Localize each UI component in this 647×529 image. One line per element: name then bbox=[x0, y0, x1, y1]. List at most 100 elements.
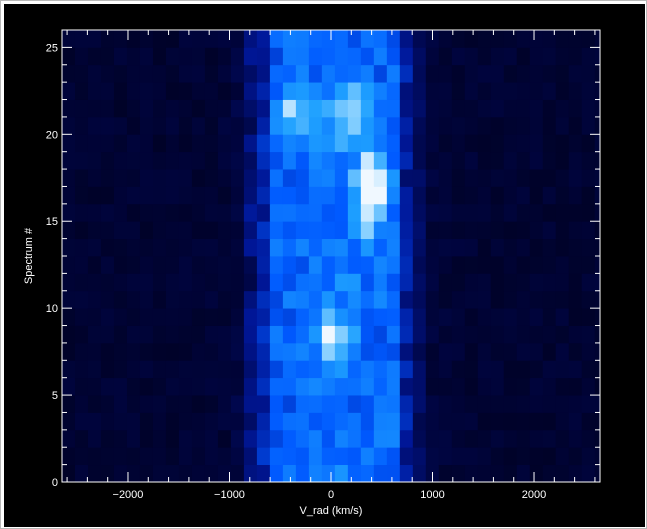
heatmap-cell bbox=[581, 447, 596, 466]
heatmap-cell bbox=[191, 221, 206, 240]
heatmap-cell bbox=[74, 308, 89, 326]
heatmap-cell bbox=[412, 99, 427, 118]
heatmap-cell bbox=[555, 377, 570, 396]
heatmap-cell bbox=[503, 464, 518, 483]
heatmap-cell bbox=[243, 412, 258, 431]
heatmap-cell bbox=[62, 308, 76, 326]
heatmap-cell bbox=[230, 429, 245, 448]
heatmap-cell bbox=[516, 221, 531, 240]
heatmap-cell bbox=[269, 308, 284, 326]
heatmap-cell bbox=[451, 203, 466, 222]
heatmap-cell bbox=[100, 169, 115, 187]
heatmap-cell bbox=[542, 221, 557, 240]
heatmap-cell bbox=[165, 116, 180, 135]
heatmap-cell bbox=[477, 290, 492, 309]
heatmap-cell bbox=[62, 256, 76, 274]
heatmap-cell bbox=[529, 395, 544, 413]
heatmap-cell bbox=[178, 308, 193, 326]
heatmap-cell bbox=[165, 360, 180, 379]
heatmap-cell bbox=[594, 429, 601, 448]
y-tick-label: 25 bbox=[46, 42, 58, 54]
x-tick-label: 2000 bbox=[522, 489, 546, 501]
heatmap-cell bbox=[425, 221, 440, 240]
heatmap-cell bbox=[568, 99, 583, 118]
heatmap-cell bbox=[555, 186, 570, 205]
heatmap-cell bbox=[542, 238, 557, 257]
heatmap-cell bbox=[347, 82, 362, 100]
heatmap-cell bbox=[243, 30, 258, 48]
heatmap-cell bbox=[477, 308, 492, 326]
heatmap-cell bbox=[62, 273, 76, 292]
heatmap-cell bbox=[360, 360, 375, 379]
heatmap-cell bbox=[321, 116, 336, 135]
heatmap-cell bbox=[373, 256, 388, 274]
heatmap-cell bbox=[529, 377, 544, 396]
heatmap-cell bbox=[451, 116, 466, 135]
heatmap-cell bbox=[230, 82, 245, 100]
heatmap-cell bbox=[152, 64, 167, 83]
heatmap-cell bbox=[269, 169, 284, 187]
heatmap-cell bbox=[451, 273, 466, 292]
heatmap-cell bbox=[334, 377, 349, 396]
heatmap-cell bbox=[87, 30, 102, 48]
heatmap-cell bbox=[295, 342, 310, 361]
heatmap-cell bbox=[217, 169, 232, 187]
heatmap-cell bbox=[568, 395, 583, 413]
heatmap-cell bbox=[74, 169, 89, 187]
heatmap-cell bbox=[62, 82, 76, 100]
heatmap-cell bbox=[152, 290, 167, 309]
heatmap-cell bbox=[191, 203, 206, 222]
heatmap-cell bbox=[386, 308, 401, 326]
heatmap-cell bbox=[308, 342, 323, 361]
heatmap-cell bbox=[555, 464, 570, 483]
heatmap-cell bbox=[503, 308, 518, 326]
heatmap-cell bbox=[152, 134, 167, 153]
heatmap-cell bbox=[100, 151, 115, 170]
heatmap-cell bbox=[451, 290, 466, 309]
heatmap-cell bbox=[87, 221, 102, 240]
heatmap-cell bbox=[74, 395, 89, 413]
heatmap-cell bbox=[334, 203, 349, 222]
heatmap-cell bbox=[529, 151, 544, 170]
heatmap-cell bbox=[516, 169, 531, 187]
heatmap-cell bbox=[334, 256, 349, 274]
heatmap-cell bbox=[308, 308, 323, 326]
heatmap-cell bbox=[568, 186, 583, 205]
heatmap-cell bbox=[256, 325, 271, 344]
heatmap-cell bbox=[386, 273, 401, 292]
heatmap-cell bbox=[581, 186, 596, 205]
heatmap-cell bbox=[256, 429, 271, 448]
heatmap-cell bbox=[126, 238, 141, 257]
heatmap-cell bbox=[334, 290, 349, 309]
heatmap-cell bbox=[100, 308, 115, 326]
heatmap-cell bbox=[529, 221, 544, 240]
heatmap-cell bbox=[282, 203, 297, 222]
heatmap-cell bbox=[568, 342, 583, 361]
heatmap-cell bbox=[100, 447, 115, 466]
heatmap-cell bbox=[490, 99, 505, 118]
heatmap-cell bbox=[165, 203, 180, 222]
heatmap-cell bbox=[490, 256, 505, 274]
heatmap-cell bbox=[178, 30, 193, 48]
heatmap-cell bbox=[165, 99, 180, 118]
heatmap-cell bbox=[87, 82, 102, 100]
heatmap-cell bbox=[594, 82, 601, 100]
heatmap-cell bbox=[529, 30, 544, 48]
heatmap-cell bbox=[438, 169, 453, 187]
heatmap-cell bbox=[568, 429, 583, 448]
heatmap-cell bbox=[412, 325, 427, 344]
heatmap-cell bbox=[87, 64, 102, 83]
heatmap-cell bbox=[126, 116, 141, 135]
heatmap-cell bbox=[139, 342, 154, 361]
heatmap-cell bbox=[87, 238, 102, 257]
heatmap-cell bbox=[204, 134, 219, 153]
heatmap-cell bbox=[581, 116, 596, 135]
heatmap-cell bbox=[321, 151, 336, 170]
heatmap-cell bbox=[243, 134, 258, 153]
heatmap-cell bbox=[191, 464, 206, 483]
heatmap-cell bbox=[139, 221, 154, 240]
heatmap-cell bbox=[334, 99, 349, 118]
heatmap-cell bbox=[373, 290, 388, 309]
heatmap-cell bbox=[516, 342, 531, 361]
heatmap-cell bbox=[542, 290, 557, 309]
